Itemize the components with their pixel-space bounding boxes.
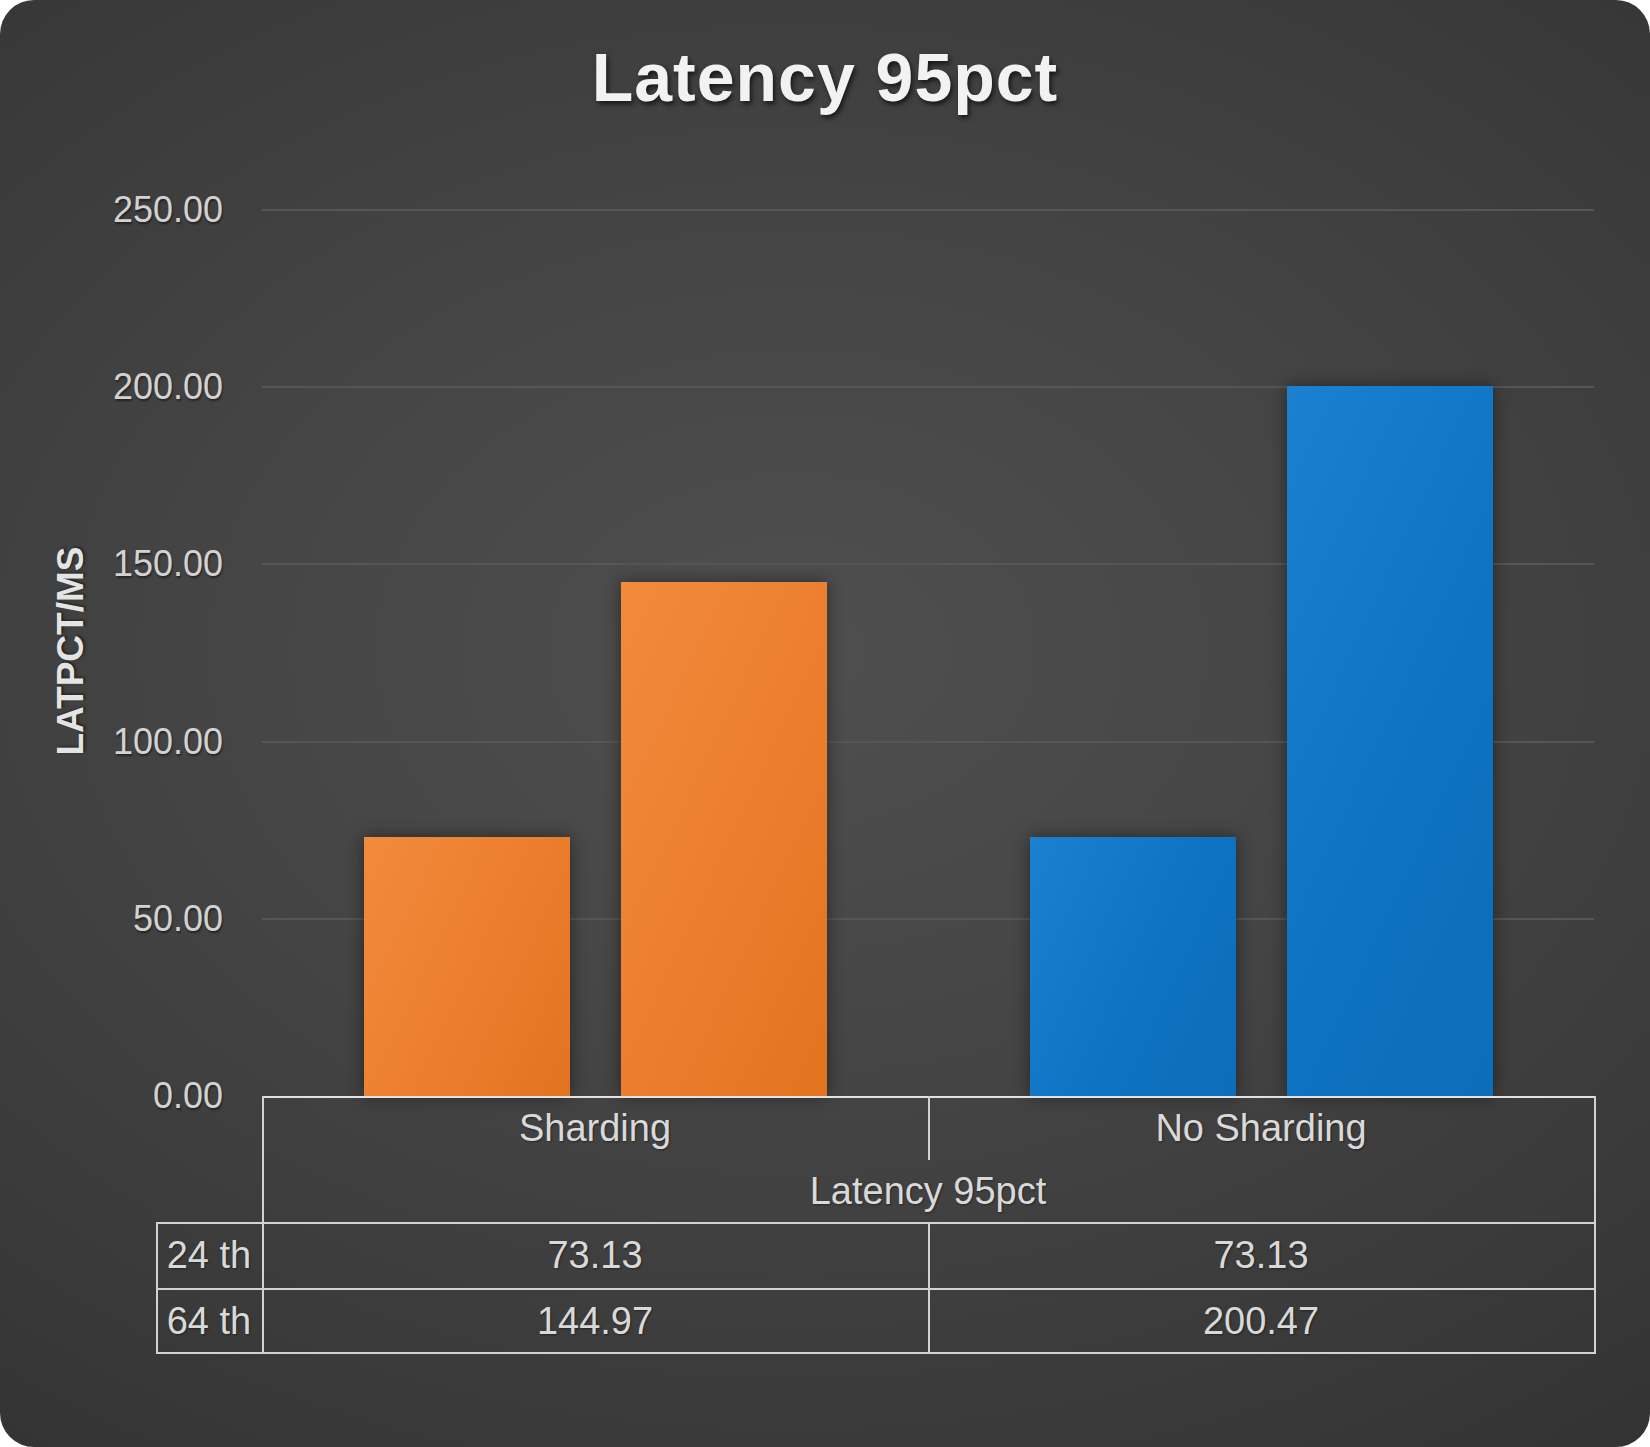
category-header-sharding: Sharding xyxy=(262,1096,928,1160)
y-tick-label: 250.00 xyxy=(63,189,223,231)
bar-no-sharding-64th xyxy=(1287,386,1493,1096)
y-tick-label: 200.00 xyxy=(63,366,223,408)
y-tick-label: 50.00 xyxy=(63,898,223,940)
bar-no-sharding-24th xyxy=(1030,837,1236,1096)
y-tick-label: 150.00 xyxy=(63,543,223,585)
row-label-64th: 64 th xyxy=(156,1288,262,1354)
series-group-label: Latency 95pct xyxy=(262,1160,1594,1222)
row-label-24th: 24 th xyxy=(156,1222,262,1288)
bar-sharding-64th xyxy=(621,582,827,1096)
table-border-line xyxy=(1594,1096,1596,1354)
y-tick-label: 100.00 xyxy=(63,721,223,763)
category-header-no-sharding: No Sharding xyxy=(928,1096,1594,1160)
chart-page: Latency 95pct LATPCT/MS 250.00200.00150.… xyxy=(0,0,1650,1447)
chart-title: Latency 95pct xyxy=(0,38,1650,116)
value-64th-no-sharding: 200.47 xyxy=(928,1288,1594,1354)
value-24th-no-sharding: 73.13 xyxy=(928,1222,1594,1288)
gridline xyxy=(262,209,1594,211)
y-tick-label: 0.00 xyxy=(63,1075,223,1117)
bar-sharding-24th xyxy=(364,837,570,1096)
value-64th-sharding: 144.97 xyxy=(262,1288,928,1354)
chart-panel: Latency 95pct LATPCT/MS 250.00200.00150.… xyxy=(0,0,1650,1447)
value-24th-sharding: 73.13 xyxy=(262,1222,928,1288)
